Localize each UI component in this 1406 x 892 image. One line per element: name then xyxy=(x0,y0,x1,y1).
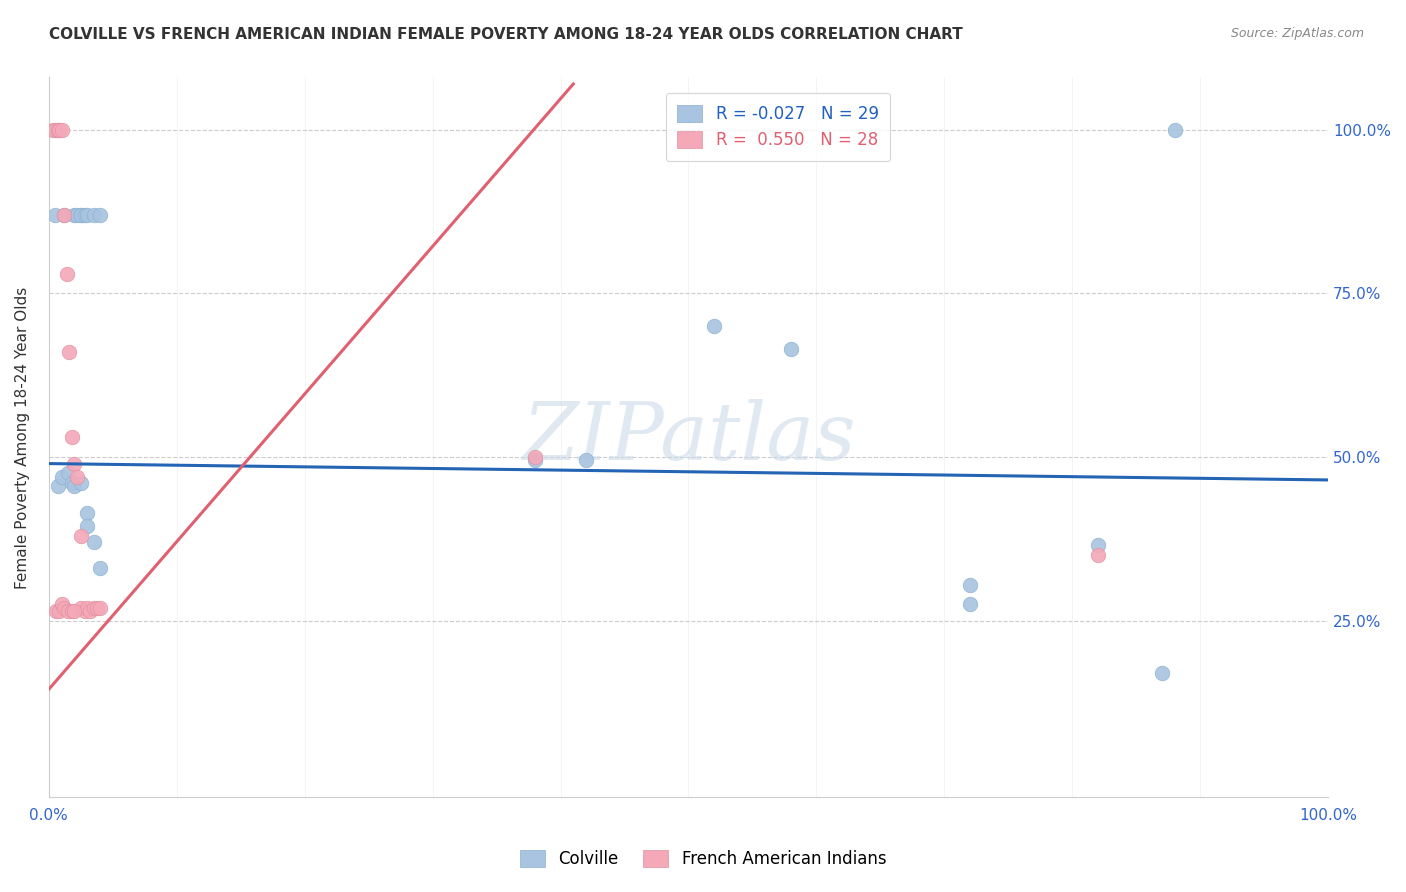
Point xyxy=(48,604,70,618)
Point xyxy=(53,600,76,615)
Point xyxy=(83,208,105,222)
Point xyxy=(46,123,69,137)
Point xyxy=(83,600,105,615)
Point xyxy=(51,123,73,137)
Point xyxy=(89,208,111,222)
Point xyxy=(53,208,76,222)
Point xyxy=(56,467,79,481)
Point xyxy=(63,479,86,493)
Point xyxy=(44,208,66,222)
Point xyxy=(63,604,86,618)
Point xyxy=(89,561,111,575)
Legend: Colville, French American Indians: Colville, French American Indians xyxy=(513,843,893,875)
Point xyxy=(1087,538,1109,552)
Point xyxy=(523,450,546,464)
Point xyxy=(73,208,96,222)
Point xyxy=(1087,548,1109,562)
Point xyxy=(76,600,98,615)
Point xyxy=(959,577,981,591)
Point xyxy=(55,267,77,281)
Point xyxy=(51,469,73,483)
Point xyxy=(575,453,598,467)
Text: ZIPatlas: ZIPatlas xyxy=(522,399,855,476)
Point xyxy=(89,600,111,615)
Point xyxy=(60,476,83,491)
Point xyxy=(46,479,69,493)
Point xyxy=(76,518,98,533)
Point xyxy=(56,604,79,618)
Point xyxy=(48,123,70,137)
Point xyxy=(523,453,546,467)
Point xyxy=(69,528,91,542)
Point xyxy=(60,430,83,444)
Point xyxy=(1150,666,1173,681)
Point xyxy=(41,123,63,137)
Point xyxy=(779,342,801,356)
Point xyxy=(69,476,91,491)
Point xyxy=(83,535,105,549)
Point xyxy=(959,597,981,611)
Text: COLVILLE VS FRENCH AMERICAN INDIAN FEMALE POVERTY AMONG 18-24 YEAR OLDS CORRELAT: COLVILLE VS FRENCH AMERICAN INDIAN FEMAL… xyxy=(49,27,963,42)
Point xyxy=(86,600,108,615)
Point xyxy=(60,604,83,618)
Point xyxy=(69,600,91,615)
Point xyxy=(73,604,96,618)
Point xyxy=(66,469,89,483)
Y-axis label: Female Poverty Among 18-24 Year Olds: Female Poverty Among 18-24 Year Olds xyxy=(15,286,30,589)
Point xyxy=(1163,123,1185,137)
Legend: R = -0.027   N = 29, R =  0.550   N = 28: R = -0.027 N = 29, R = 0.550 N = 28 xyxy=(665,93,890,161)
Point xyxy=(66,208,89,222)
Point xyxy=(79,604,101,618)
Text: Source: ZipAtlas.com: Source: ZipAtlas.com xyxy=(1230,27,1364,40)
Point xyxy=(76,506,98,520)
Point xyxy=(69,208,91,222)
Point xyxy=(76,208,98,222)
Point xyxy=(703,319,725,334)
Point xyxy=(51,597,73,611)
Point xyxy=(58,345,80,359)
Point xyxy=(63,457,86,471)
Point xyxy=(45,604,67,618)
Point xyxy=(69,208,91,222)
Point xyxy=(63,208,86,222)
Point xyxy=(53,208,76,222)
Point xyxy=(44,123,66,137)
